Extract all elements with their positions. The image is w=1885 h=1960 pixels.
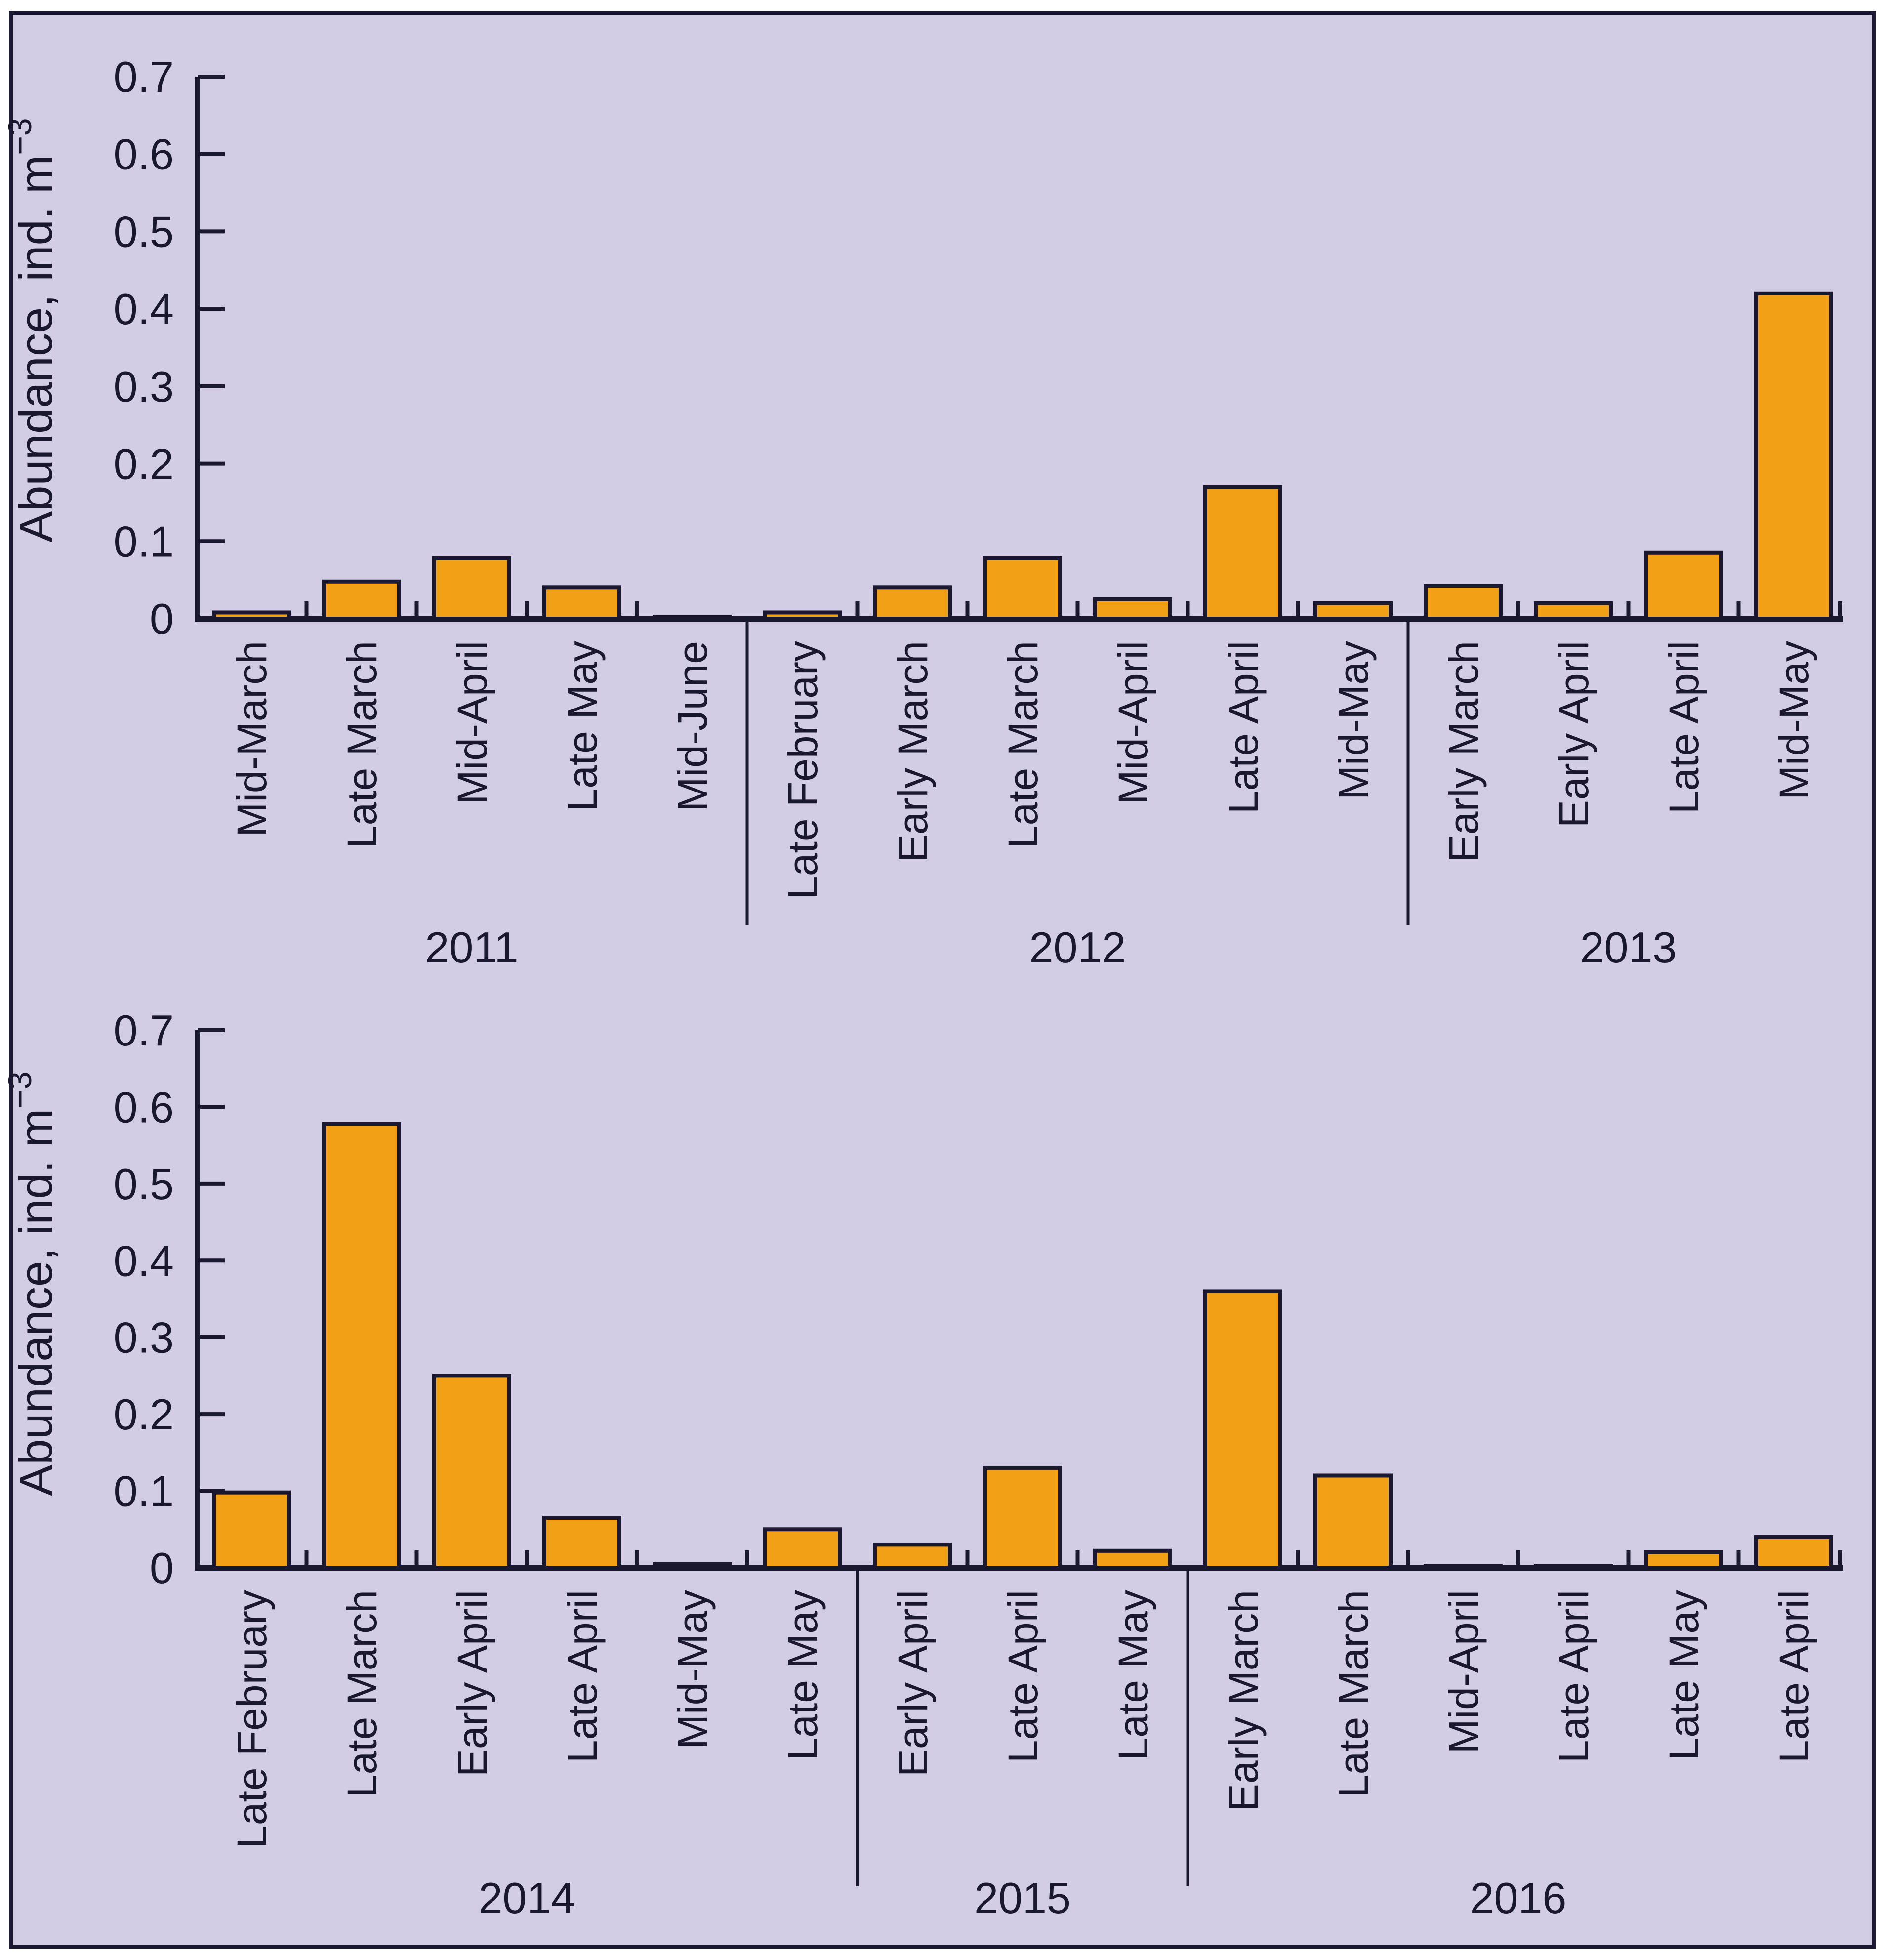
year-label-2011: 2011 <box>425 923 518 972</box>
y-tick-label: 0.4 <box>114 1236 174 1285</box>
y-tick-label: 0.1 <box>114 517 174 566</box>
bar-2016-mid-april <box>1424 1564 1503 1570</box>
category-label-2016-late-march: Late March <box>1330 1590 1377 1797</box>
category-label-2012-early-march: Early March <box>890 641 936 862</box>
bar-2013-early-april <box>1534 601 1613 621</box>
category-label-2015-early-april: Early April <box>890 1590 936 1777</box>
category-label-2014-mid-may: Mid-May <box>669 1590 716 1749</box>
category-label-2016-late-april: Late April <box>1551 1590 1597 1763</box>
bar-2011-late-march <box>322 579 401 621</box>
bar-2013-mid-may <box>1754 291 1833 621</box>
bar-2012-mid-april <box>1093 597 1172 621</box>
bar-2016-late-march <box>1313 1473 1393 1570</box>
y-axis-title-bottom-base: Abundance, ind. m <box>10 1109 62 1496</box>
category-label-2014-late-february: Late February <box>229 1590 275 1848</box>
year-label-2016: 2016 <box>1470 1874 1567 1922</box>
figure-frame <box>9 11 1876 1949</box>
bar-2013-late-april <box>1644 550 1723 621</box>
category-label-2014-early-april: Early April <box>449 1590 495 1777</box>
bar-2012-late-april <box>1203 485 1282 621</box>
bar-2012-late-february <box>763 610 842 621</box>
y-tick-label: 0.6 <box>114 130 174 179</box>
bar-2015-early-april <box>873 1543 952 1570</box>
category-label-2016-late-april: Late April <box>1771 1590 1817 1763</box>
bar-2014-late-april <box>542 1515 621 1570</box>
category-label-2013-late-april: Late April <box>1661 641 1707 814</box>
y-tick-label: 0.2 <box>114 1390 174 1439</box>
year-label-2015: 2015 <box>974 1874 1071 1922</box>
bar-2011-mid-june <box>653 615 732 621</box>
bar-2014-late-may <box>763 1527 842 1570</box>
category-label-2015-late-may: Late May <box>1110 1590 1156 1761</box>
bar-2013-early-march <box>1424 584 1503 621</box>
bar-2015-late-april <box>983 1465 1062 1570</box>
bar-2014-early-april <box>432 1374 511 1570</box>
bar-2014-late-february <box>212 1490 291 1570</box>
y-tick-label: 0 <box>150 1543 174 1592</box>
category-label-2013-early-april: Early April <box>1551 641 1597 828</box>
y-tick-label: 0.2 <box>114 440 174 489</box>
chart-2014-2016: 0 0.1 0.2 0.3 0.4 0.5 0.6 0.7 Late February Late … <box>114 1006 1843 1922</box>
bar-2011-mid-april <box>432 556 511 621</box>
bar-2012-early-march <box>873 585 952 621</box>
bar-2016-late-april <box>1534 1564 1613 1570</box>
chart-2011-2013: 0 0.1 0.2 0.3 0.4 0.5 0.6 0.7 Mid-March Late Marc… <box>114 52 1843 972</box>
y-axis-title-bottom-sup: −3 <box>1 1071 38 1108</box>
bar-2012-late-march <box>983 556 1062 621</box>
y-tick-label: 0.7 <box>114 52 174 101</box>
category-label-2016-mid-april: Mid-April <box>1440 1590 1487 1753</box>
y-tick-label: 0.5 <box>114 207 174 256</box>
bar-2014-mid-may <box>653 1562 732 1570</box>
category-label-2014-late-may: Late May <box>779 1590 826 1761</box>
bar-2015-late-may <box>1093 1548 1172 1570</box>
category-label-2011-mid-june: Mid-June <box>669 641 716 811</box>
category-label-2012-late-april: Late April <box>1220 641 1267 814</box>
category-label-2011-mid-march: Mid-March <box>229 641 275 837</box>
category-label-2011-late-may: Late May <box>559 641 606 812</box>
bar-2011-mid-march <box>212 610 291 621</box>
y-tick-label: 0.3 <box>114 1313 174 1362</box>
category-label-2012-late-february: Late February <box>779 641 826 899</box>
y-axis-title-bottom: Abundance, ind. m−3 <box>1 1071 62 1496</box>
y-tick-label: 0 <box>150 594 174 643</box>
bar-2011-late-may <box>542 585 621 621</box>
category-label-2016-early-march: Early March <box>1220 1590 1267 1811</box>
category-label-2014-late-april: Late April <box>559 1590 606 1763</box>
bar-2016-late-april <box>1754 1535 1833 1570</box>
y-tick-label: 0.5 <box>114 1160 174 1209</box>
category-label-2013-mid-may: Mid-May <box>1771 641 1817 800</box>
y-tick-label: 0.7 <box>114 1006 174 1055</box>
category-label-2015-late-april: Late April <box>1000 1590 1046 1763</box>
y-tick-label: 0.3 <box>114 362 174 411</box>
category-label-2016-late-may: Late May <box>1661 1590 1707 1761</box>
category-label-2011-late-march: Late March <box>339 641 385 848</box>
bar-2014-late-march <box>322 1122 401 1570</box>
bar-2016-early-march <box>1203 1289 1282 1570</box>
category-label-2012-mid-april: Mid-April <box>1110 641 1156 804</box>
category-label-2012-late-march: Late March <box>1000 641 1046 848</box>
year-label-2012: 2012 <box>1029 923 1126 972</box>
y-axis-title-top-base: Abundance, ind. m <box>10 155 62 542</box>
bar-2016-late-may <box>1644 1550 1723 1570</box>
y-tick-label: 0.4 <box>114 285 174 334</box>
y-axis-title-top-sup: −3 <box>1 118 38 155</box>
year-label-2013: 2013 <box>1580 923 1677 972</box>
y-tick-label: 0.1 <box>114 1467 174 1516</box>
category-label-2012-mid-may: Mid-May <box>1330 641 1377 800</box>
y-tick-label: 0.6 <box>114 1083 174 1131</box>
category-label-2011-mid-april: Mid-April <box>449 641 495 804</box>
year-label-2014: 2014 <box>479 1874 575 1922</box>
bar-2012-mid-may <box>1313 601 1393 621</box>
category-label-2013-early-march: Early March <box>1440 641 1487 862</box>
y-axis-title-top: Abundance, ind. m−3 <box>1 118 62 542</box>
category-label-2014-late-march: Late March <box>339 1590 385 1797</box>
